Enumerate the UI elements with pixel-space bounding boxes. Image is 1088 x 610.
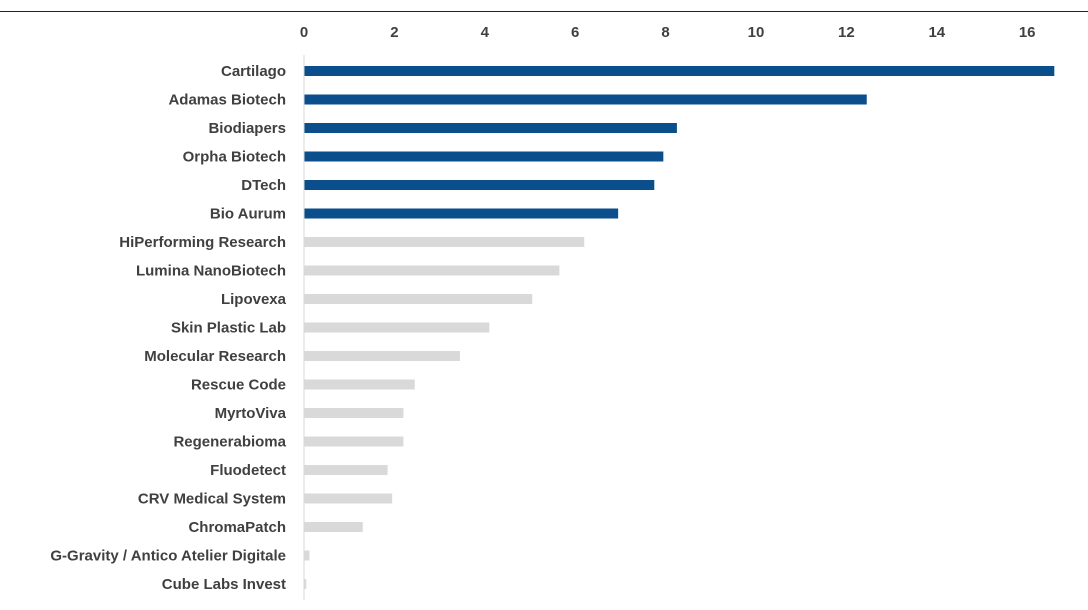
category-label: Lumina NanoBiotech [136, 263, 286, 280]
title-rule [0, 11, 1088, 12]
category-label: Adamas Biotech [168, 92, 286, 109]
category-label: Bio Aurum [210, 206, 286, 223]
bars [304, 66, 1055, 589]
category-label: Lipovexa [221, 291, 287, 308]
category-label: MyrtoViva [215, 405, 287, 422]
x-tick-label: 4 [481, 24, 490, 41]
category-label: Cube Labs Invest [162, 576, 286, 593]
bar [304, 550, 310, 561]
category-label: Biodiapers [208, 120, 286, 137]
bar [304, 522, 363, 532]
bar [304, 379, 415, 390]
bar [304, 408, 404, 418]
category-label: Cartilago [221, 63, 286, 80]
bar [304, 322, 490, 333]
category-label: Skin Plastic Lab [171, 320, 286, 337]
bar [304, 465, 388, 475]
x-axis-ticks: 0 2 4 6 8 10 12 14 16 [300, 24, 1036, 41]
bar [304, 265, 560, 276]
bar [304, 151, 664, 162]
x-tick-label: 16 [1019, 24, 1036, 41]
bar [304, 208, 619, 219]
x-tick-label: 2 [390, 24, 398, 41]
category-label: Regenerabioma [173, 434, 286, 451]
bar [304, 123, 677, 133]
x-tick-label: 6 [571, 24, 579, 41]
bar [304, 237, 585, 247]
title-strip [0, 0, 1088, 12]
bar [304, 66, 1055, 76]
category-label: Orpha Biotech [183, 149, 286, 166]
bar [304, 436, 404, 447]
category-labels: Cartilago Adamas Biotech Biodiapers Orpha B… [50, 63, 286, 593]
bar [304, 294, 533, 304]
bar [304, 180, 655, 190]
category-label: Molecular Research [144, 348, 286, 365]
category-label: Rescue Code [191, 377, 286, 394]
category-label: Fluodetect [210, 462, 286, 479]
bar [304, 94, 867, 105]
x-tick-label: 14 [928, 24, 945, 41]
x-tick-label: 8 [661, 24, 669, 41]
bar [304, 351, 460, 361]
bar [304, 493, 393, 504]
bar [304, 579, 307, 589]
category-label: ChromaPatch [188, 519, 286, 536]
category-label: CRV Medical System [138, 491, 286, 508]
x-tick-label: 10 [748, 24, 765, 41]
category-label: HiPerforming Research [119, 234, 286, 251]
category-label: G-Gravity / Antico Atelier Digitale [50, 548, 286, 565]
x-tick-label: 12 [838, 24, 855, 41]
category-label: DTech [241, 177, 286, 194]
x-tick-label: 0 [300, 24, 308, 41]
